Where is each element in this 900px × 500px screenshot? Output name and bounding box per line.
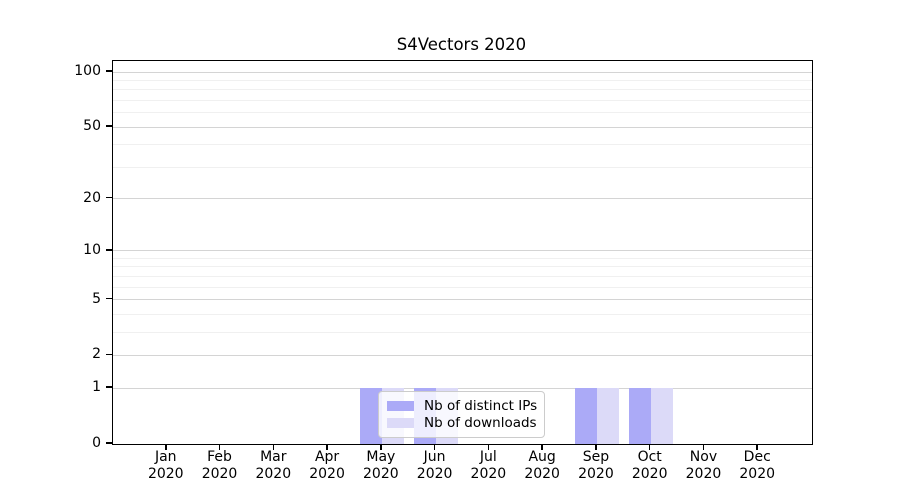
- y-tick-mark: [106, 297, 112, 300]
- x-tick-label: Feb 2020: [201, 449, 238, 482]
- x-tick-mark: [756, 444, 758, 450]
- y-tick-label: 50: [83, 118, 101, 135]
- x-tick-label: Mar 2020: [255, 449, 292, 482]
- major-gridline: [113, 126, 812, 128]
- y-tick-label: 10: [83, 241, 101, 258]
- legend-label-downloads: Nb of downloads: [424, 415, 537, 431]
- y-tick-label: 2: [92, 346, 101, 363]
- minor-gridline: [113, 100, 812, 102]
- chart-title: S4Vectors 2020: [396, 35, 527, 54]
- minor-gridline: [113, 80, 812, 82]
- x-tick-label: Aug 2020: [524, 449, 560, 482]
- legend-swatch-downloads: [387, 418, 414, 428]
- legend: Nb of distinct IPs Nb of downloads: [378, 391, 545, 438]
- major-gridline: [113, 354, 812, 356]
- x-tick-label: Apr 2020: [309, 449, 345, 482]
- minor-gridline: [113, 89, 812, 91]
- bar-distinct-ips: [628, 388, 651, 444]
- y-tick-mark: [106, 386, 112, 388]
- x-tick-label: May 2020: [363, 449, 399, 482]
- x-tick-label: Jun 2020: [416, 449, 453, 482]
- legend-item-distinct-ips: Nb of distinct IPs: [387, 398, 538, 414]
- y-tick-label: 20: [83, 189, 101, 206]
- minor-gridline: [113, 275, 812, 277]
- y-tick-mark: [106, 70, 112, 72]
- y-tick-label: 5: [92, 290, 101, 307]
- major-gridline: [113, 387, 812, 389]
- minor-gridline: [113, 313, 812, 315]
- legend-label-distinct-ips: Nb of distinct IPs: [424, 398, 538, 414]
- minor-gridline: [113, 257, 812, 259]
- minor-gridline: [113, 266, 812, 268]
- y-tick-mark: [106, 442, 112, 444]
- x-tick-label: Nov 2020: [685, 449, 722, 482]
- x-tick-label: Jul 2020: [470, 449, 507, 482]
- minor-gridline: [113, 286, 812, 288]
- bar-downloads: [596, 388, 619, 444]
- bar-distinct-ips: [574, 388, 597, 444]
- x-tick-mark: [541, 444, 543, 450]
- legend-item-downloads: Nb of downloads: [387, 415, 537, 431]
- major-gridline: [113, 198, 812, 200]
- x-tick-mark: [702, 444, 705, 450]
- x-tick-mark: [433, 444, 436, 450]
- y-tick-mark: [106, 125, 112, 127]
- x-tick-mark: [218, 444, 221, 450]
- x-tick-label: Jan 2020: [147, 449, 184, 482]
- y-tick-label: 0: [92, 435, 101, 451]
- x-tick-mark: [380, 444, 382, 450]
- plot-area: [112, 60, 813, 445]
- x-tick-mark: [648, 444, 651, 450]
- minor-gridline: [113, 331, 812, 333]
- x-tick-mark: [326, 444, 328, 450]
- bar-distinct-ips: [359, 388, 382, 444]
- minor-gridline: [113, 144, 812, 146]
- bar-downloads: [650, 388, 673, 444]
- minor-gridline: [113, 166, 812, 168]
- x-tick-label: Sep 2020: [578, 449, 614, 482]
- x-tick-mark: [487, 444, 490, 450]
- minor-gridline: [113, 112, 812, 114]
- y-tick-mark: [106, 249, 112, 251]
- x-tick-label: Dec 2020: [739, 449, 776, 482]
- x-tick-mark: [165, 444, 167, 450]
- legend-swatch-distinct-ips: [387, 401, 414, 411]
- x-tick-label: Oct 2020: [631, 449, 668, 482]
- y-tick-mark: [106, 353, 112, 356]
- y-tick-label: 100: [74, 63, 101, 80]
- y-tick-mark: [106, 196, 112, 199]
- x-tick-mark: [272, 444, 275, 450]
- major-gridline: [113, 299, 812, 301]
- major-gridline: [113, 71, 812, 73]
- major-gridline: [113, 250, 812, 252]
- x-tick-mark: [595, 444, 597, 450]
- y-tick-label: 1: [92, 379, 101, 396]
